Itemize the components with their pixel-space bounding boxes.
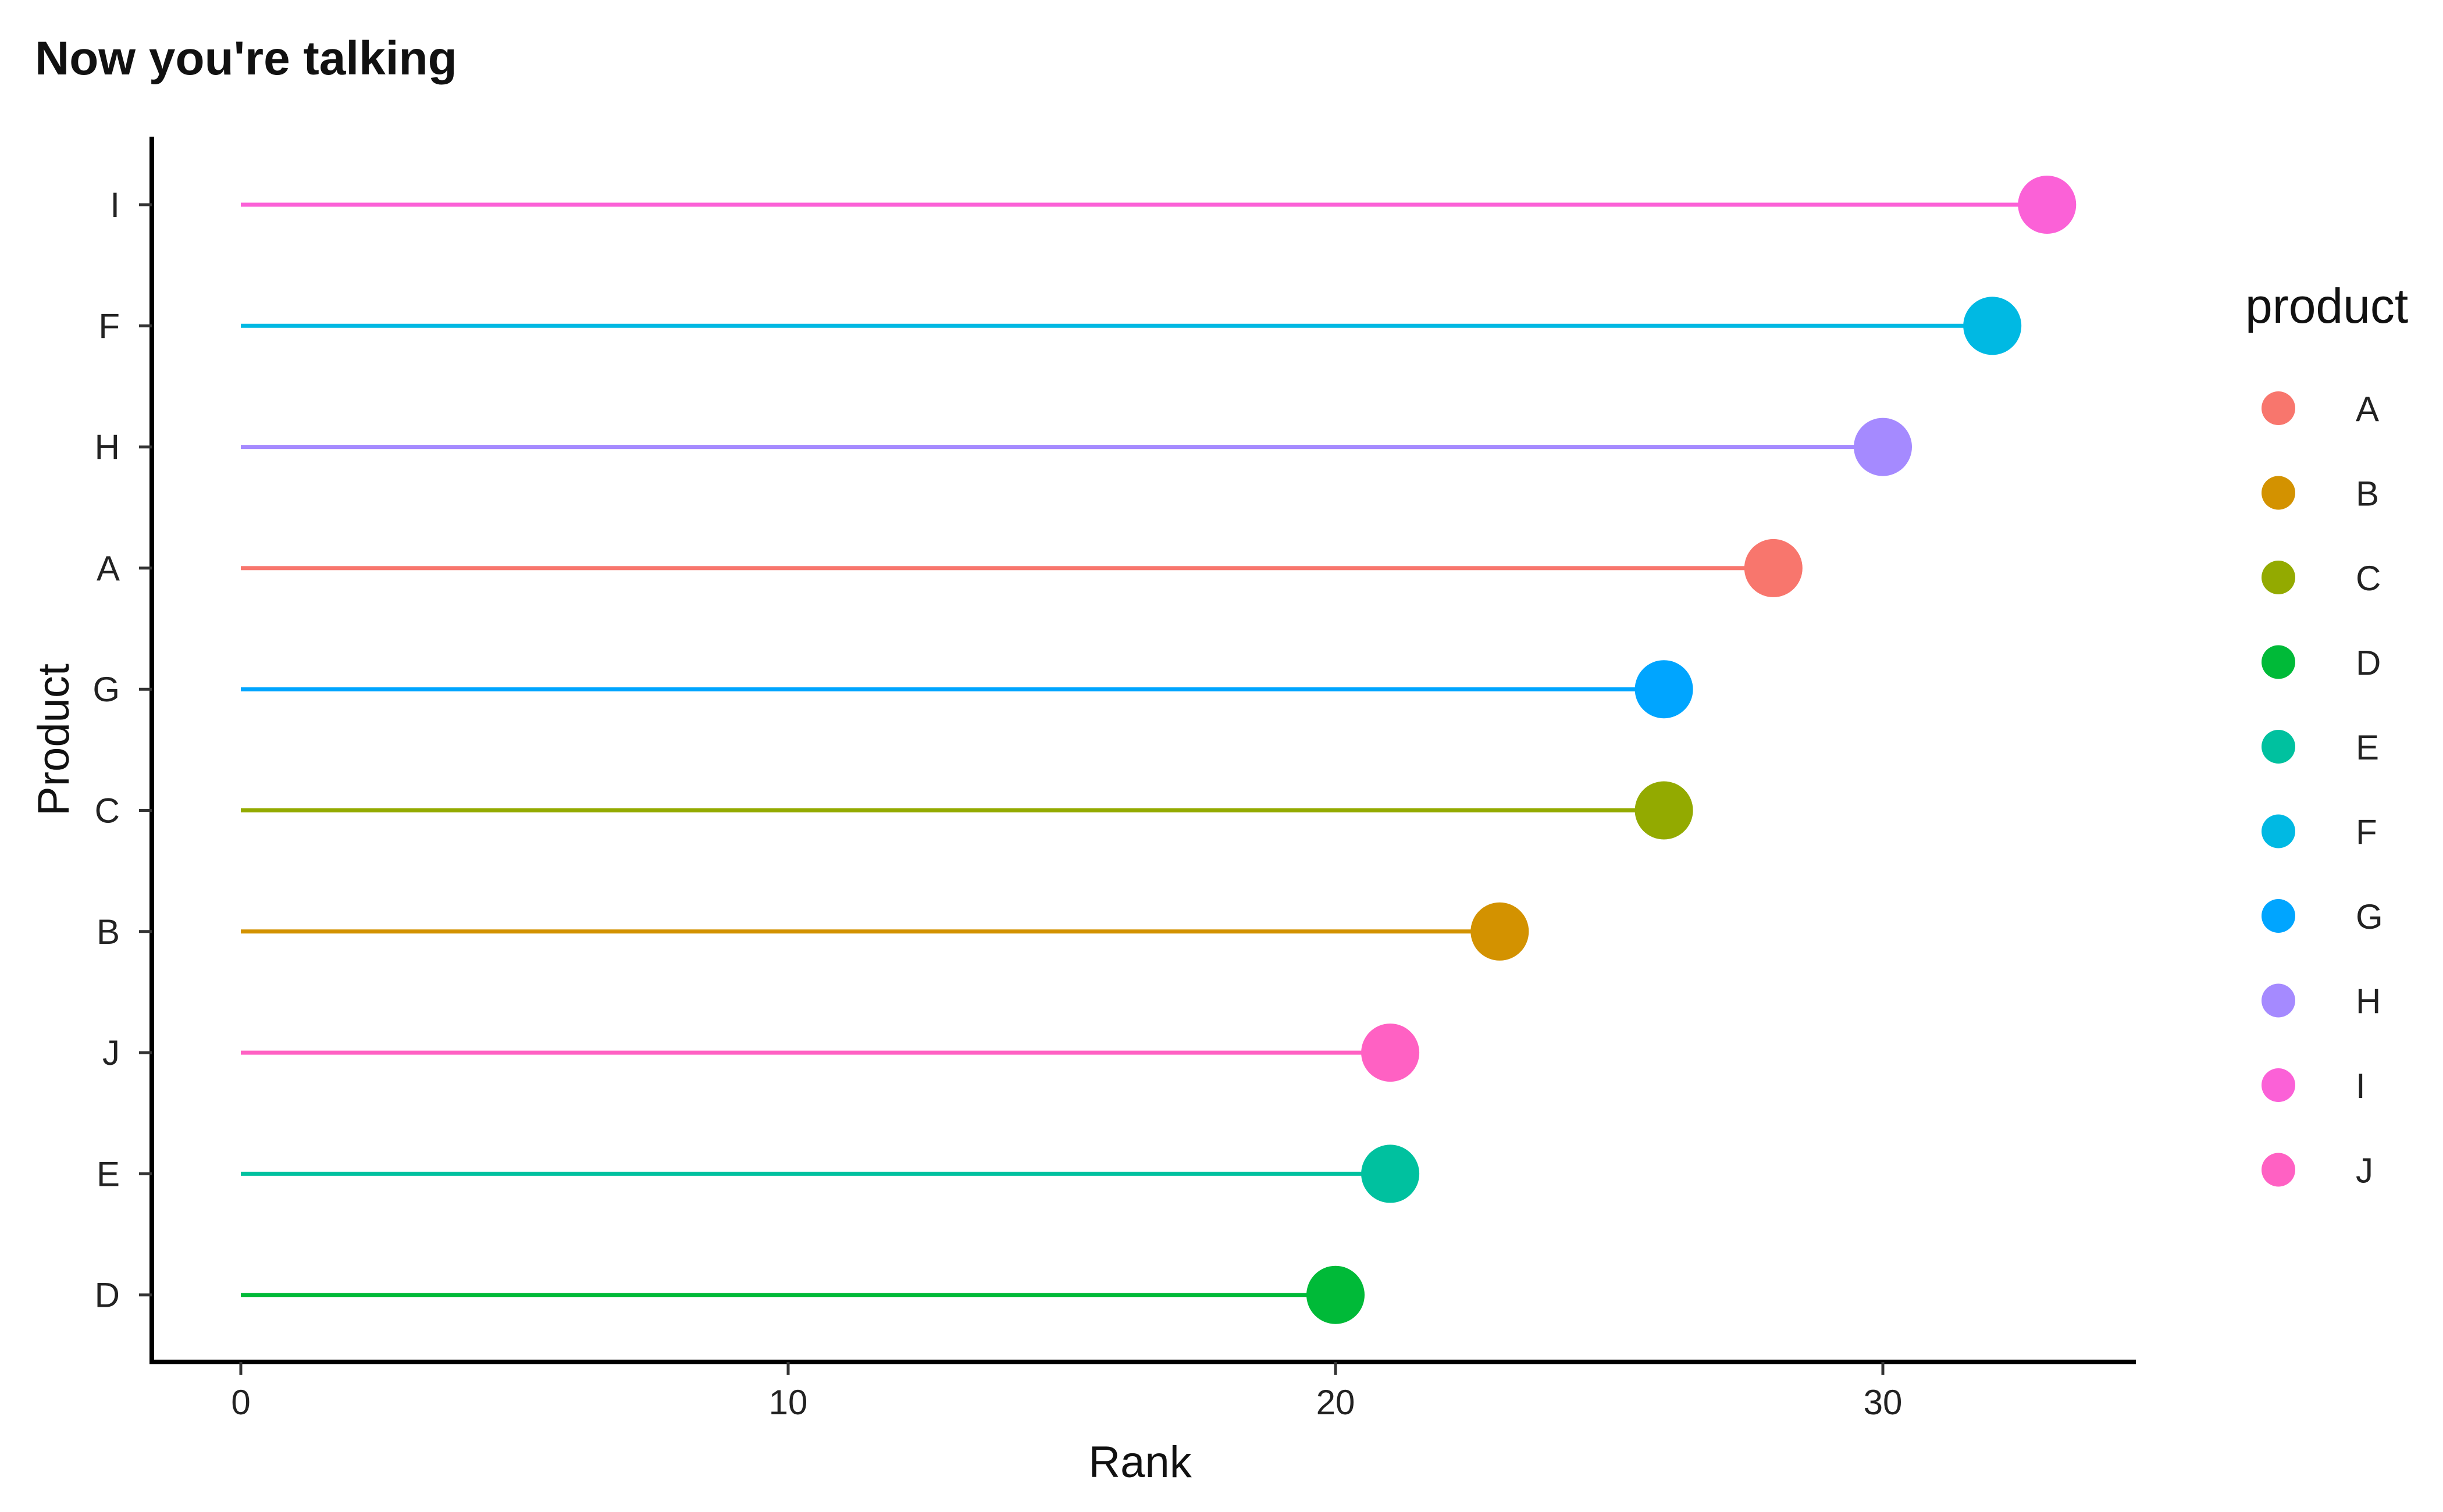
y-tick-label-J: J: [102, 1033, 120, 1072]
x-tick-label-20: 20: [1316, 1383, 1355, 1422]
x-tick-label-0: 0: [231, 1383, 250, 1422]
y-tick-label-F: F: [98, 306, 120, 345]
point-H: [1854, 418, 1912, 476]
legend-label-I: I: [2356, 1067, 2366, 1106]
y-tick-label-I: I: [110, 186, 120, 224]
legend-label-C: C: [2356, 559, 2381, 598]
legend-key-B: [2262, 476, 2295, 510]
y-tick-label-H: H: [95, 428, 120, 467]
y-tick-label-A: A: [97, 549, 120, 588]
legend-key-H: [2262, 983, 2295, 1018]
point-G: [1634, 660, 1693, 719]
legend: A B C D E F G H I J: [2262, 390, 2383, 1190]
legend-key-A: [2262, 391, 2295, 425]
legend-title: product: [2245, 279, 2408, 333]
legend-key-G: [2262, 899, 2295, 933]
legend-key-D: [2262, 645, 2295, 679]
chart-title: Now you're talking: [35, 32, 457, 85]
legend-label-G: G: [2356, 897, 2383, 936]
x-tick-label-30: 30: [1864, 1383, 1903, 1422]
point-D: [1306, 1265, 1365, 1324]
x-tick-label-10: 10: [769, 1383, 808, 1422]
legend-label-B: B: [2356, 475, 2379, 513]
legend-label-H: H: [2356, 982, 2381, 1021]
legend-label-F: F: [2356, 813, 2377, 852]
point-C: [1634, 781, 1693, 840]
point-B: [1470, 902, 1529, 961]
point-J: [1361, 1024, 1420, 1082]
point-F: [1963, 297, 2022, 355]
point-A: [1744, 539, 1803, 597]
legend-label-J: J: [2356, 1151, 2373, 1190]
x-axis-title: Rank: [1088, 1438, 1192, 1487]
legend-label-E: E: [2356, 728, 2379, 767]
legend-label-D: D: [2356, 644, 2381, 683]
y-tick-label-G: G: [92, 670, 120, 709]
legend-label-A: A: [2356, 390, 2379, 429]
legend-key-F: [2262, 814, 2295, 848]
y-tick-label-E: E: [97, 1154, 120, 1193]
y-tick-label-D: D: [95, 1276, 120, 1315]
y-tick-label-B: B: [97, 912, 120, 951]
legend-key-E: [2262, 730, 2295, 764]
y-tick-label-C: C: [95, 791, 120, 830]
plot-area: 0 10 20 30 I F H A G C B J E D: [92, 137, 2136, 1422]
legend-key-J: [2262, 1153, 2295, 1187]
legend-key-I: [2262, 1068, 2295, 1102]
point-I: [2018, 176, 2077, 234]
y-axis-title: Product: [29, 664, 79, 816]
legend-key-C: [2262, 561, 2295, 594]
point-E: [1361, 1144, 1420, 1203]
